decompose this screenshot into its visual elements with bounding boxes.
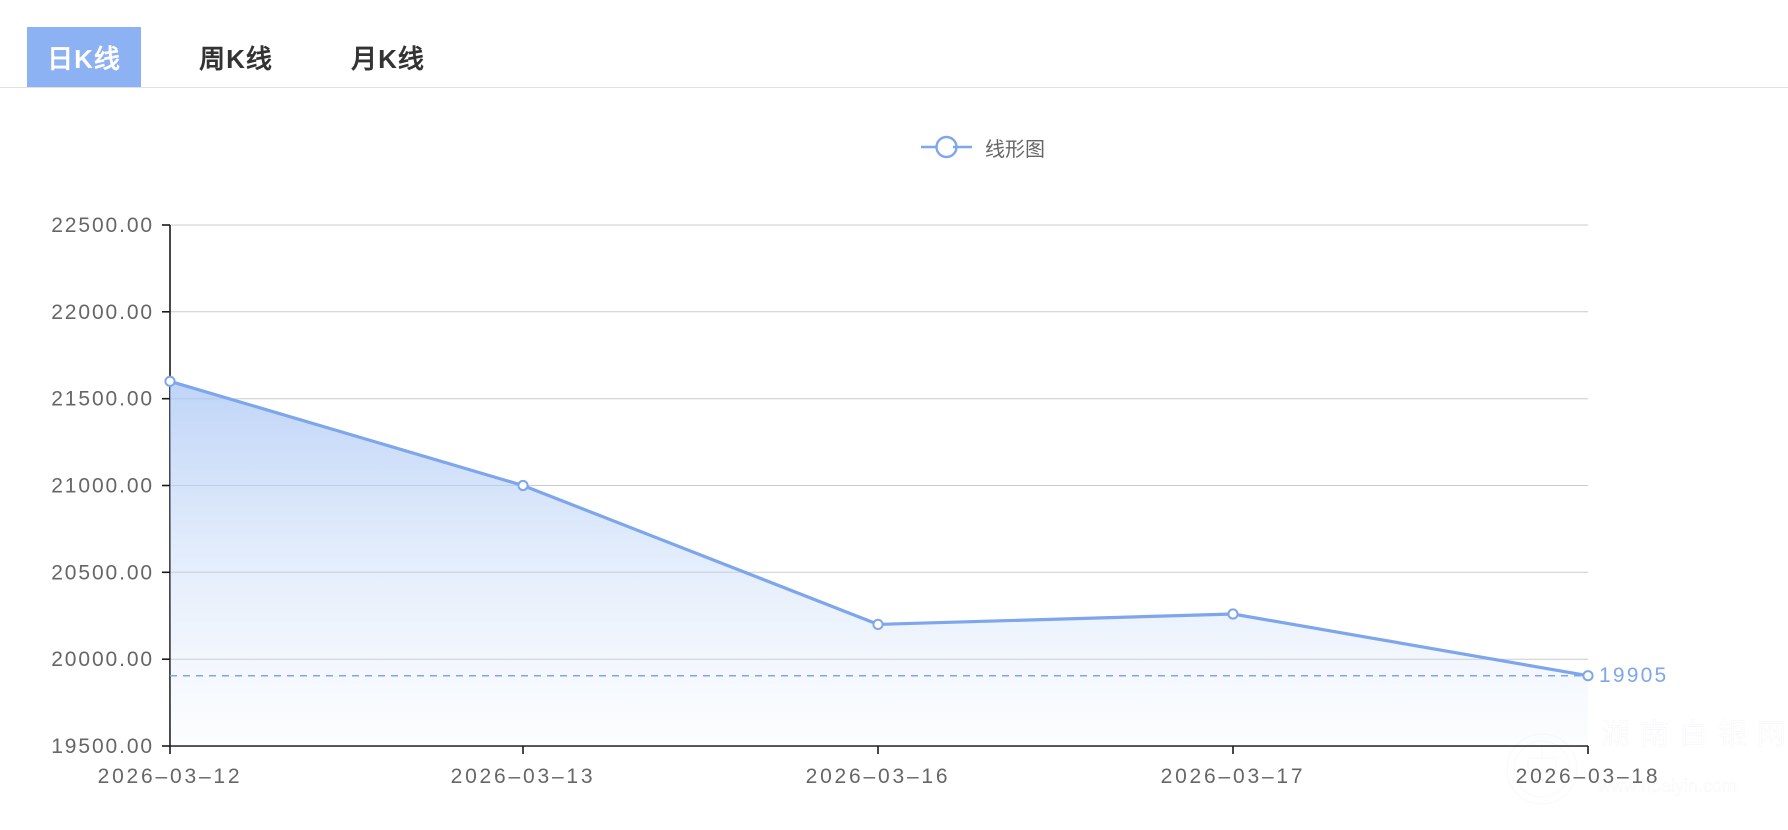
svg-text:2026–03–13: 2026–03–13	[451, 765, 596, 788]
svg-text:21500.00: 21500.00	[51, 388, 154, 411]
svg-text:22500.00: 22500.00	[51, 214, 154, 237]
svg-text:2026–03–12: 2026–03–12	[98, 765, 243, 788]
svg-text:21000.00: 21000.00	[51, 475, 154, 498]
svg-text:19500.00: 19500.00	[51, 735, 154, 758]
svg-text:22000.00: 22000.00	[51, 301, 154, 324]
svg-text:19905: 19905	[1599, 664, 1668, 687]
svg-text:20500.00: 20500.00	[51, 561, 154, 584]
svg-text:20000.00: 20000.00	[51, 648, 154, 671]
svg-text:2026–03–17: 2026–03–17	[1161, 765, 1306, 788]
svg-text:2026–03–16: 2026–03–16	[806, 765, 951, 788]
svg-text:2026–03–18: 2026–03–18	[1516, 765, 1661, 788]
